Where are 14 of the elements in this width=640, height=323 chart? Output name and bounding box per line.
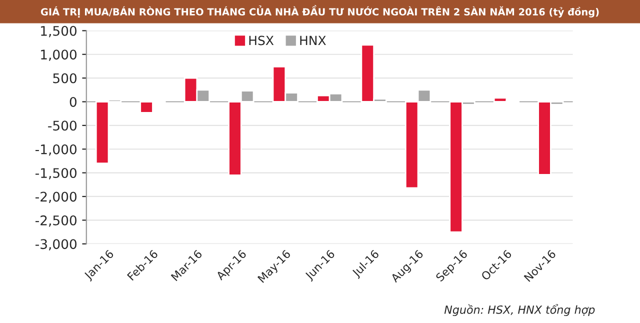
text: Nguồn: HSX, HNX tổng hợp <box>444 304 595 316</box>
y-tick-label: 0 <box>70 96 76 107</box>
y-tick-label: -2,000 <box>35 192 76 204</box>
y-tick-label: 1,500 <box>41 26 76 38</box>
y-tick-label: 500 <box>53 73 76 84</box>
chart-title: GIÁ TRỊ MUA/BÁN RÒNG THEO THÁNG CỦA NHÀ ĐẦU TƯ NƯỚC NGOÀI TRÊN 2 SÀN NĂM 2016 (tỷ đồng) <box>40 5 599 18</box>
legend-label: HSX <box>249 36 274 46</box>
y-tick-label: -1,000 <box>35 144 76 156</box>
y-tick-label: 1,000 <box>41 50 76 61</box>
y-tick-label: -500 <box>48 120 76 131</box>
y-tick-label: -1,500 <box>35 168 76 180</box>
y-tick-label: -2,500 <box>35 215 76 227</box>
legend-label: HNX <box>300 36 326 46</box>
y-tick-label: -3,000 <box>35 239 76 250</box>
